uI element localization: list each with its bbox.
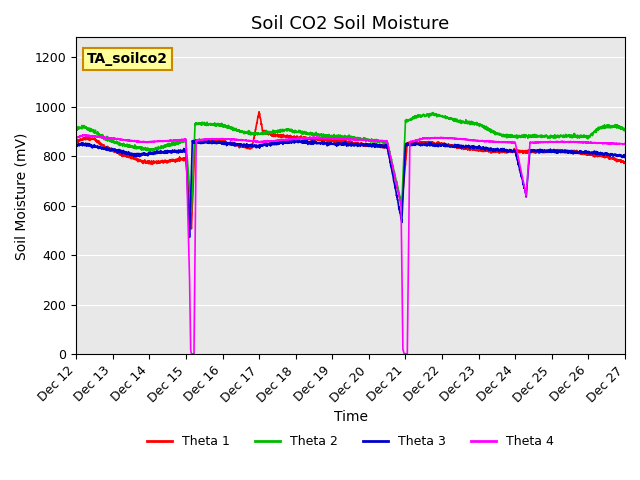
Theta 3 <box>195 136 203 142</box>
Theta 4 <box>182 137 189 143</box>
Theta 3 <box>596 149 604 155</box>
Theta 3 <box>182 147 189 153</box>
Theta 3 <box>336 141 344 147</box>
Theta 4 <box>79 132 86 138</box>
Theta 2 <box>291 129 299 134</box>
Theta 4 <box>72 135 80 141</box>
Theta 3 <box>255 143 262 149</box>
Theta 4 <box>596 140 604 146</box>
Theta 3 <box>72 141 80 147</box>
Theta 3 <box>406 143 413 148</box>
Title: Soil CO2 Soil Moisture: Soil CO2 Soil Moisture <box>252 15 450 33</box>
Theta 1 <box>336 138 344 144</box>
Theta 2 <box>255 131 262 136</box>
Theta 4 <box>188 352 195 358</box>
Theta 3 <box>621 153 629 158</box>
Theta 4 <box>621 141 629 147</box>
Theta 2 <box>72 126 80 132</box>
Theta 2 <box>621 126 629 132</box>
Theta 4 <box>336 136 344 142</box>
Legend: Theta 1, Theta 2, Theta 3, Theta 4: Theta 1, Theta 2, Theta 3, Theta 4 <box>142 431 559 454</box>
Theta 4 <box>291 136 299 142</box>
Line: Theta 3: Theta 3 <box>76 139 625 237</box>
Theta 1 <box>406 141 413 147</box>
Theta 2 <box>406 117 413 122</box>
Text: TA_soilco2: TA_soilco2 <box>87 52 168 66</box>
Theta 1 <box>255 114 262 120</box>
Line: Theta 2: Theta 2 <box>76 112 625 211</box>
Theta 1 <box>188 226 195 232</box>
X-axis label: Time: Time <box>333 410 367 424</box>
Theta 2 <box>182 139 189 144</box>
Theta 4 <box>406 169 413 175</box>
Theta 1 <box>291 135 299 141</box>
Theta 1 <box>182 156 189 162</box>
Theta 2 <box>336 134 344 140</box>
Theta 2 <box>429 109 437 115</box>
Theta 1 <box>255 109 263 115</box>
Theta 3 <box>291 139 299 145</box>
Theta 3 <box>186 234 193 240</box>
Line: Theta 4: Theta 4 <box>76 135 625 355</box>
Theta 4 <box>255 139 262 145</box>
Theta 2 <box>596 125 604 131</box>
Y-axis label: Soil Moisture (mV): Soil Moisture (mV) <box>15 132 29 260</box>
Theta 2 <box>188 208 195 214</box>
Line: Theta 1: Theta 1 <box>76 112 625 229</box>
Theta 1 <box>621 160 629 166</box>
Theta 1 <box>596 153 604 158</box>
Theta 1 <box>72 137 80 143</box>
